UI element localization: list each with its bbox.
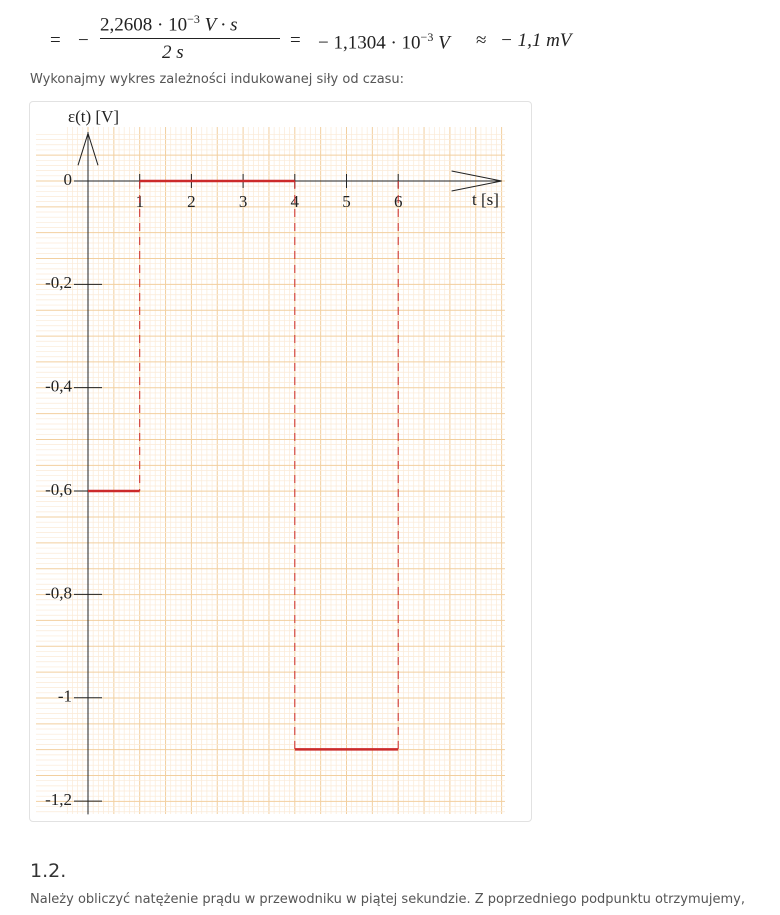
x-arrow — [451, 170, 502, 192]
intro-text: Wykonajmy wykres zależności indukowanej … — [30, 72, 405, 87]
y-tick-label: -1 — [58, 687, 72, 706]
formula-approx: ≈ — [476, 30, 487, 51]
formula-equals: = — [290, 30, 301, 51]
y-tick-label: -0,6 — [45, 480, 72, 499]
y-tick-label: -0,8 — [45, 583, 72, 602]
formula-rounded: − 1,1 mV — [500, 30, 572, 51]
result: − 1,1304 · 10 — [318, 32, 421, 54]
y-tick-label: -0,2 — [45, 273, 72, 292]
x-tick-label: 2 — [187, 192, 196, 211]
x-axis-label: t [s] — [472, 190, 499, 209]
numerator: 2,2608 · 10 — [100, 14, 188, 36]
x-tick-label: 3 — [239, 192, 248, 211]
chart-card: ε(t) [V] t [s] 1 2 3 4 5 6 0 -0,2 -0,4 -0,6 -0,8 -1… — [29, 101, 532, 822]
chart: ε(t) [V] t [s] 1 2 3 4 5 60-0,2-0,4-0,6-0,8-1… — [36, 107, 505, 815]
formula-result: − 1,1304 · 10−3 V — [318, 30, 450, 54]
formula-numerator: 2,2608 · 10−3 V · s — [100, 12, 238, 36]
exponent: −3 — [420, 30, 434, 44]
formula-denominator: 2 s — [162, 42, 184, 63]
exponent: −3 — [187, 12, 200, 26]
y-axis-label: ε(t) [V] — [68, 107, 119, 126]
y-tick-label: 0 — [64, 170, 73, 189]
paragraph: Należy obliczyć natężenie prądu w przewo… — [30, 892, 745, 907]
unit: V — [438, 32, 450, 54]
fraction-bar — [100, 38, 280, 39]
unit: V · s — [204, 14, 238, 36]
section-number: 1.2. — [30, 860, 67, 882]
graph-paper — [36, 127, 505, 814]
y-tick-label: -1,2 — [45, 790, 72, 809]
formula-lead: = — [50, 30, 61, 51]
y-tick-label: -0,4 — [45, 377, 72, 396]
y-arrow — [77, 131, 99, 166]
formula-sign: − — [78, 30, 89, 51]
x-tick-label: 5 — [342, 192, 351, 211]
